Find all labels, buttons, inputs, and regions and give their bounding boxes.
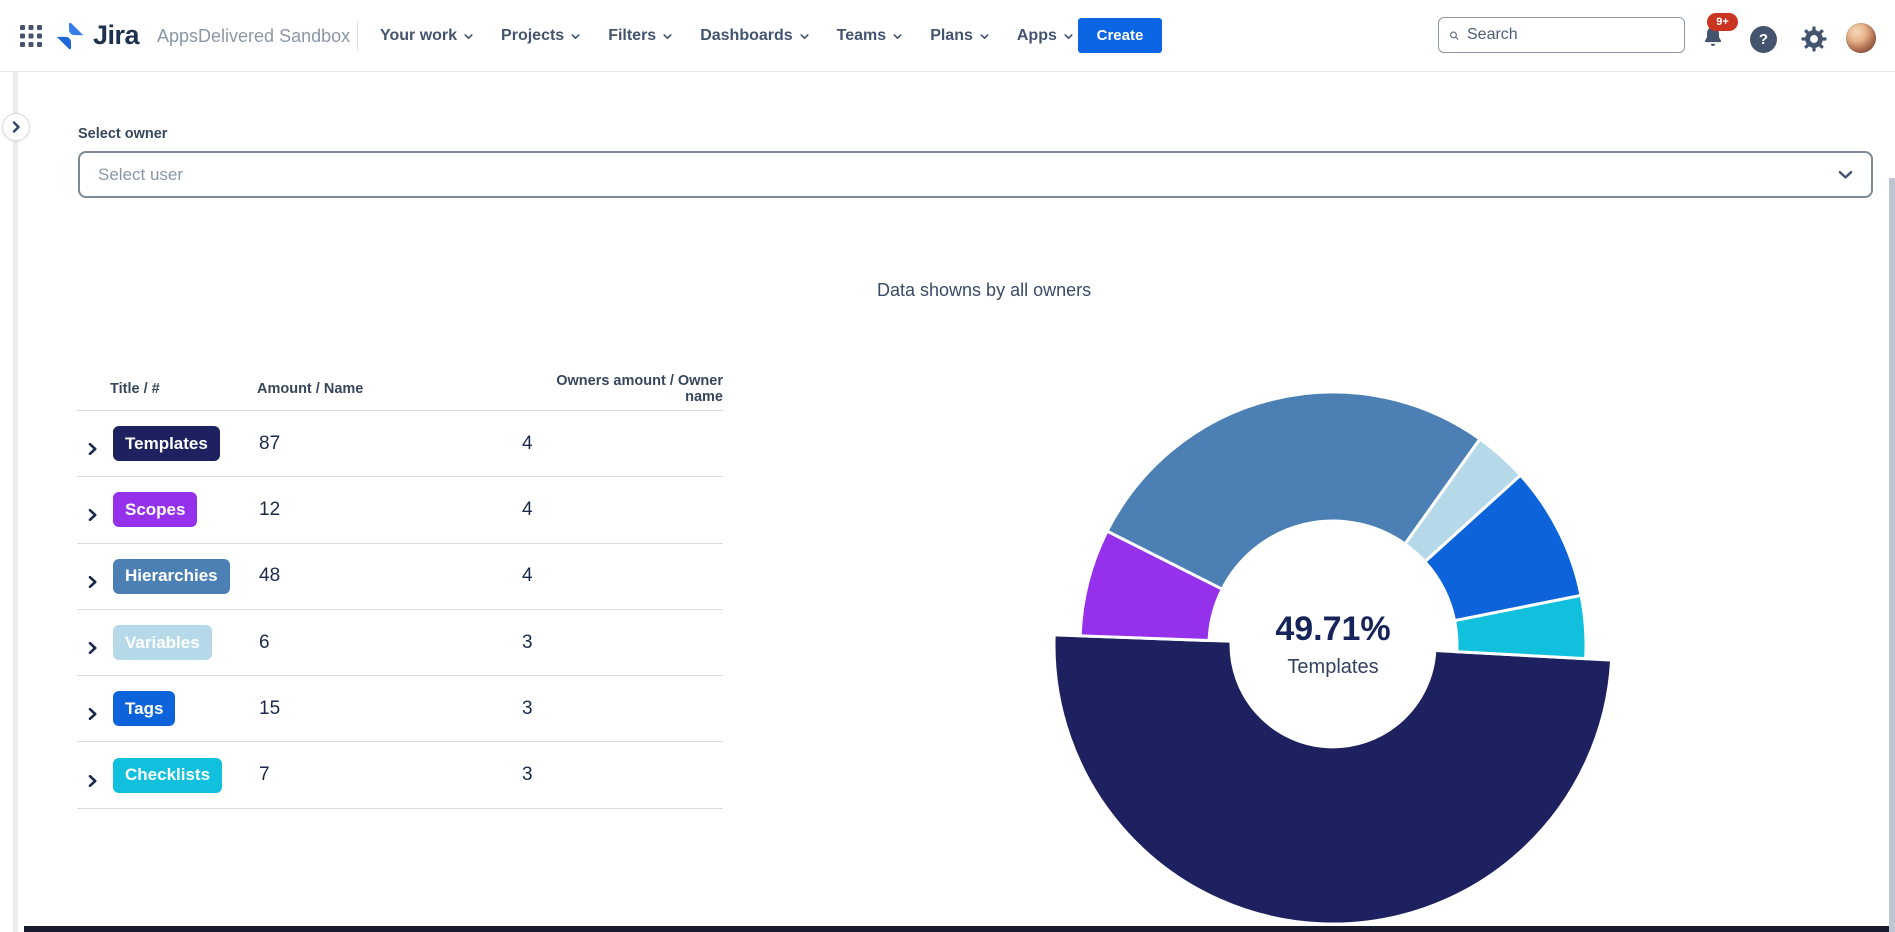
amount-value: 87 — [259, 432, 281, 454]
owner-select-dropdown[interactable]: Select user — [78, 151, 1873, 198]
donut-center-percent: 49.71% — [1275, 610, 1391, 648]
row-expand-chevron-icon[interactable] — [88, 443, 98, 456]
nav-item-label: Teams — [836, 27, 887, 44]
title-cell: Tags — [77, 691, 257, 727]
donut-chart — [1052, 390, 1614, 926]
owner-select-placeholder: Select user — [98, 164, 184, 184]
table-row-templates[interactable]: Templates 87 4 — [77, 411, 723, 478]
table-row-checklists[interactable]: Checklists 7 3 — [77, 742, 723, 809]
question-mark-icon: ? — [1758, 31, 1769, 48]
notifications-button[interactable]: 9+ — [1700, 13, 1738, 54]
sidebar-expand-button[interactable] — [2, 113, 30, 141]
nav-item-dashboards[interactable]: Dashboards — [700, 27, 810, 45]
row-expand-chevron-icon[interactable] — [88, 509, 98, 522]
nav-item-label: Plans — [930, 27, 973, 44]
search-input[interactable] — [1467, 26, 1674, 44]
title-cell: Scopes — [77, 492, 257, 528]
row-badge: Tags — [113, 691, 176, 727]
chevron-down-icon — [663, 33, 672, 39]
table-row-tags[interactable]: Tags 15 3 — [77, 676, 723, 743]
left-rail — [13, 72, 18, 932]
primary-nav: Your work Projects Filters Dashboards Teams P… — [380, 0, 1075, 72]
nav-item-teams[interactable]: Teams — [837, 27, 905, 45]
create-button[interactable]: Create — [1078, 18, 1162, 53]
jira-logo[interactable]: Jira — [55, 20, 140, 51]
nav-divider — [357, 22, 358, 50]
nav-item-projects[interactable]: Projects — [501, 27, 582, 45]
pie-slice-hierarchies[interactable] — [1105, 390, 1483, 592]
table-header-row: Title / # Amount / Name Owners amount / … — [77, 368, 723, 411]
horizontal-scrollbar[interactable] — [24, 926, 1895, 932]
notification-badge: 9+ — [1707, 13, 1738, 31]
row-expand-chevron-icon[interactable] — [88, 642, 98, 655]
owners-value: 4 — [522, 565, 533, 587]
owners-value: 4 — [522, 498, 533, 520]
table-row-hierarchies[interactable]: Hierarchies 48 4 — [77, 544, 723, 610]
nav-item-label: Dashboards — [700, 27, 793, 44]
title-cell: Checklists — [77, 757, 257, 793]
row-badge: Hierarchies — [113, 558, 230, 594]
site-name: AppsDelivered Sandbox — [157, 25, 351, 46]
nav-item-plans[interactable]: Plans — [930, 27, 991, 45]
col-header-owners: Owners amount / Owner name — [556, 373, 723, 405]
row-expand-chevron-icon[interactable] — [88, 774, 98, 787]
user-avatar[interactable] — [1846, 23, 1876, 53]
jira-mark-icon — [56, 22, 84, 49]
col-header-title: Title / # — [110, 381, 160, 397]
amount-value: 48 — [259, 565, 281, 587]
amount-value: 15 — [259, 697, 281, 719]
select-owner-label: Select owner — [78, 126, 168, 142]
donut-center-name: Templates — [1287, 656, 1379, 678]
search-box[interactable] — [1438, 17, 1685, 53]
amount-value: 6 — [259, 631, 270, 653]
search-icon — [1450, 31, 1459, 40]
chevron-down-icon — [571, 33, 580, 39]
nav-item-apps[interactable]: Apps — [1017, 27, 1075, 45]
pie-slice-checklists[interactable] — [1452, 593, 1588, 661]
amount-value: 12 — [259, 498, 281, 520]
app-switcher-icon[interactable] — [20, 25, 42, 47]
nav-item-label: Apps — [1016, 27, 1057, 44]
top-navigation-bar: Jira AppsDelivered Sandbox Your work Proj… — [0, 0, 1895, 72]
owners-value: 3 — [522, 631, 533, 653]
table-row-variables[interactable]: Variables 6 3 — [77, 610, 723, 677]
entities-table: Title / # Amount / Name Owners amount / … — [77, 368, 723, 809]
table-row-scopes[interactable]: Scopes 12 4 — [77, 477, 723, 544]
nav-item-label: Projects — [501, 27, 565, 44]
vertical-scrollbar[interactable] — [1889, 178, 1895, 932]
amount-value: 7 — [259, 764, 270, 786]
chevron-down-icon — [893, 33, 902, 39]
row-badge: Variables — [113, 625, 212, 661]
nav-item-your-work[interactable]: Your work — [380, 27, 475, 45]
chevron-down-icon — [980, 33, 989, 39]
nav-item-label: Your work — [380, 27, 458, 44]
row-badge: Scopes — [113, 492, 198, 528]
help-button[interactable]: ? — [1750, 26, 1777, 53]
owners-value: 3 — [522, 764, 533, 786]
chevron-down-icon — [464, 33, 473, 39]
chevron-down-icon — [1064, 33, 1073, 39]
chart-caption: Data showns by all owners — [877, 280, 1092, 300]
nav-item-label: Filters — [608, 27, 657, 44]
chevron-down-icon — [800, 33, 809, 39]
row-badge: Templates — [113, 426, 220, 462]
pie-slice-templates[interactable] — [1052, 633, 1614, 926]
gear-icon — [1801, 26, 1827, 52]
title-cell: Hierarchies — [77, 558, 257, 594]
owners-value: 4 — [522, 432, 533, 454]
nav-item-filters[interactable]: Filters — [608, 27, 674, 45]
settings-button[interactable] — [1800, 25, 1828, 53]
row-expand-chevron-icon[interactable] — [88, 575, 98, 588]
jira-wordmark: Jira — [93, 20, 140, 50]
row-expand-chevron-icon[interactable] — [88, 708, 98, 721]
title-cell: Variables — [77, 625, 257, 661]
row-badge: Checklists — [113, 757, 223, 793]
table-body: Templates 87 4 Scopes 12 4 Hierarchies 48 4 Varia… — [77, 411, 723, 809]
col-header-amount: Amount / Name — [257, 381, 364, 397]
owners-value: 3 — [522, 697, 533, 719]
title-cell: Templates — [77, 426, 257, 462]
chevron-right-icon — [12, 121, 20, 133]
chevron-down-icon — [1838, 170, 1853, 179]
